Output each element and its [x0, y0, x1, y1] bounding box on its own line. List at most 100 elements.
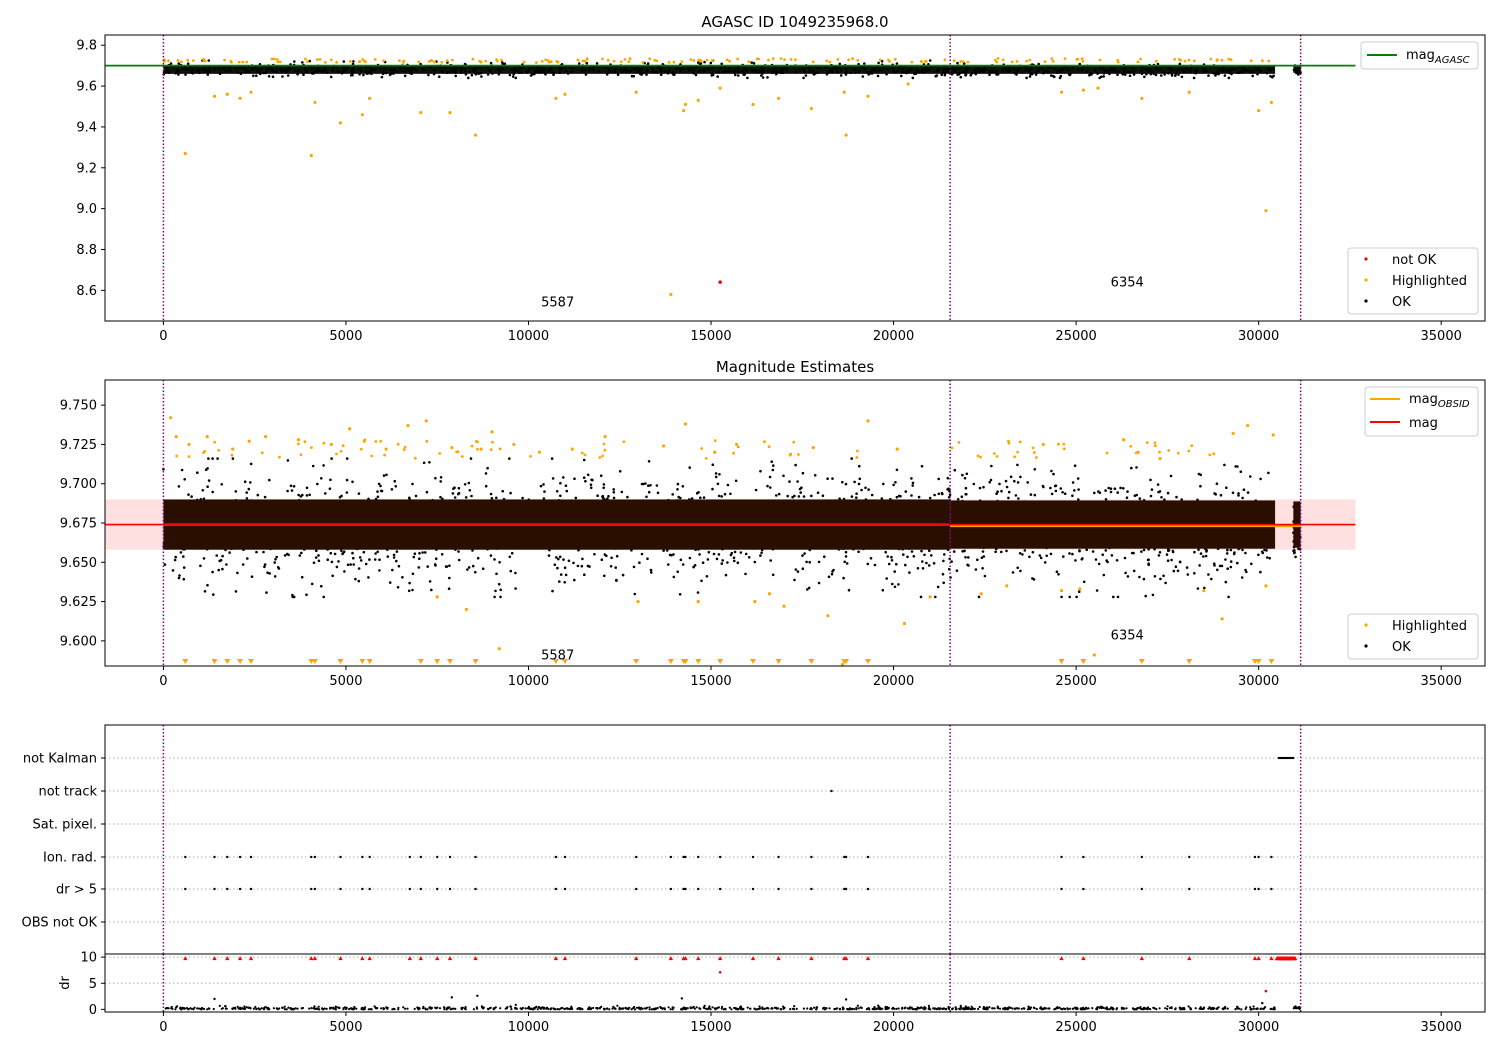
flags-flag-point [718, 887, 722, 891]
estimates-ok-point [342, 550, 346, 553]
estimates-highlighted-point [1190, 444, 1194, 448]
dr-ok-point [367, 1008, 370, 1011]
agasc-highlighted-point [736, 57, 739, 61]
estimates-ok-point [853, 480, 856, 484]
estimates-ok-point [614, 566, 617, 569]
estimates-ok-point [712, 552, 716, 556]
estimates-highlighted-point [570, 447, 574, 451]
agasc-ok-point [836, 70, 840, 74]
estimates-ok-point [357, 567, 361, 570]
estimates-ytick-label: 9.700 [60, 477, 97, 492]
estimates-ok-point [216, 457, 219, 460]
agasc-ok-point [464, 73, 468, 76]
dr-ok-point [1249, 1006, 1252, 1009]
estimates-ok-point [469, 457, 473, 460]
estimates-ok-point [858, 464, 861, 468]
agasc-ok-point [1170, 68, 1173, 72]
dr-ok-point [608, 1008, 611, 1011]
estimates-ok-point [484, 472, 488, 475]
estimates-ok-point [559, 494, 562, 498]
estimates-ok-point [698, 553, 701, 556]
estimates-ok-point [626, 495, 629, 499]
agasc-ok-point [496, 68, 499, 72]
estimates-ok-point [351, 480, 354, 484]
estimates-ok-point [490, 497, 494, 500]
agasc-ok-point [815, 67, 819, 70]
dr-ok-point [231, 1007, 234, 1010]
estimates-highlighted-point [424, 419, 428, 423]
estimates-ok-point [620, 490, 624, 494]
estimates-ok-point [681, 563, 685, 566]
estimates-ok-point [1268, 556, 1271, 560]
dr-ok-point [272, 1007, 275, 1010]
agasc-ok-point [399, 66, 402, 70]
estimates-ok-point [391, 568, 394, 572]
estimates-clipped-marker [695, 659, 702, 664]
agasc-highlighted-point [448, 111, 452, 115]
estimates-highlighted-point [374, 440, 378, 443]
estimates-ok-point [1160, 496, 1163, 499]
estimates-ok-point [584, 479, 587, 483]
estimates-ok-point [1259, 570, 1262, 574]
agasc-ok-point [717, 70, 720, 74]
agasc-ok-point [759, 69, 762, 72]
dr-ok-point [867, 1007, 870, 1010]
dr-ok-point [1015, 1007, 1018, 1010]
agasc-ok-point [225, 69, 228, 73]
estimates-ok-point [1205, 550, 1208, 553]
estimates-ok-point [542, 483, 545, 486]
agasc-ok-point [690, 68, 693, 71]
agasc-highlighted-point [1081, 88, 1086, 92]
estimates-ok-point [1029, 493, 1033, 496]
agasc-highlighted-point [847, 58, 850, 62]
estimates-ok-point [864, 486, 867, 490]
dr-ok-point [671, 1008, 674, 1011]
dr-ok-point [239, 1007, 242, 1011]
agasc-ok-point [207, 59, 211, 62]
agasc-highlighted-point [994, 58, 997, 62]
estimates-ok-point [245, 497, 249, 500]
agasc-highlighted-point [627, 60, 631, 63]
agasc-ok-point [835, 67, 838, 71]
agasc-highlighted-point [669, 292, 673, 297]
agasc-ok-point [213, 67, 217, 70]
estimates-ok-point [573, 477, 576, 481]
estimates-clipped-marker [311, 659, 318, 664]
agasc-ok-point [785, 66, 788, 70]
dr-ok-point [860, 1006, 863, 1010]
dr-ok-point [693, 1007, 697, 1010]
agasc-ok-point [433, 68, 437, 72]
estimates-highlighted-point [1078, 587, 1082, 591]
estimates-ok-point [337, 560, 340, 563]
estimates-ok-point [813, 474, 817, 477]
estimates-ok-point [182, 555, 185, 558]
agasc-ok-point [427, 73, 430, 77]
agasc-highlighted-point [755, 57, 759, 61]
agasc-ok-point [802, 76, 805, 80]
agasc-ok-point [1094, 68, 1097, 72]
estimates-highlighted-point [425, 440, 429, 443]
agasc-ok-point [1167, 71, 1170, 75]
dr-ok-point [386, 1006, 389, 1009]
agasc-ok-point [1267, 68, 1271, 71]
estimates-clipped-marker [366, 659, 373, 664]
estimates-highlighted-point [603, 448, 607, 452]
estimates-ok-point [1059, 487, 1063, 490]
estimates-ok-point [352, 556, 355, 560]
estimates-ok-point [1250, 562, 1253, 566]
estimates-ok-point [1242, 488, 1246, 492]
dr-ok-point [886, 1007, 890, 1010]
agasc-ok-point [1111, 69, 1115, 72]
agasc-ok-point [1121, 73, 1124, 76]
estimates-ok-point [1007, 490, 1011, 494]
estimates-ok-point [411, 482, 414, 486]
dr-ok-point [569, 1008, 572, 1011]
estimates-ok-point [331, 574, 335, 578]
estimates-ok-point [320, 584, 323, 588]
estimates-highlighted-point [1220, 617, 1224, 621]
agasc-ok-point [265, 67, 269, 71]
agasc-ok-point [250, 68, 253, 72]
agasc-ok-point [692, 72, 695, 75]
agasc-ok-point [1101, 66, 1104, 70]
